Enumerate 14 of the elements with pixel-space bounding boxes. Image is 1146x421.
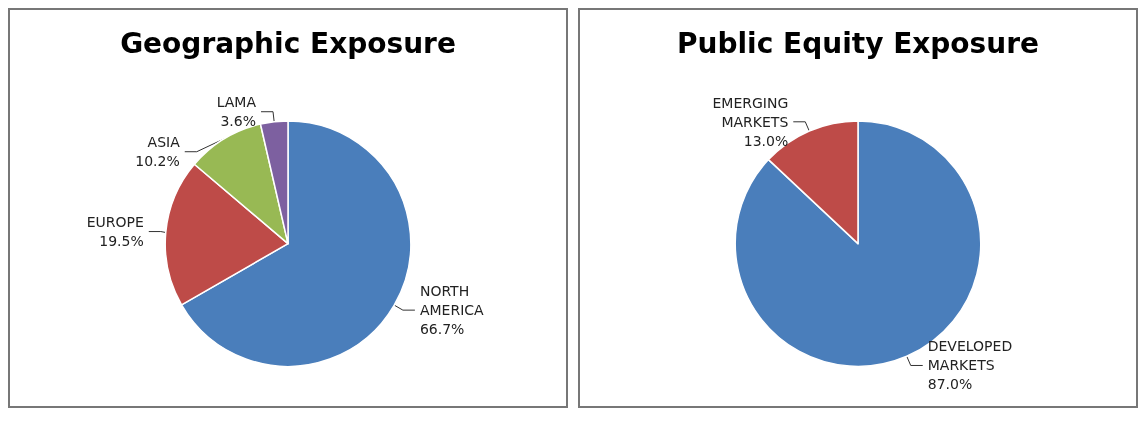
slice-label: DEVELOPED MARKETS bbox=[927, 338, 1013, 374]
slice-label: LAMA bbox=[216, 94, 257, 111]
slice-label: ASIA bbox=[147, 134, 181, 151]
data-label: 13.0% bbox=[743, 132, 789, 149]
slice-label: NORTH AMERICA bbox=[419, 283, 485, 319]
data-label: 19.5% bbox=[99, 233, 144, 250]
slice-label: EUROPE bbox=[86, 214, 144, 231]
chart-title: Geographic Exposure bbox=[120, 26, 456, 60]
data-label: 87.0% bbox=[927, 376, 973, 393]
data-label: 66.7% bbox=[419, 321, 465, 338]
slice-label: EMERGING MARKETS bbox=[712, 94, 789, 130]
chart-title: Public Equity Exposure bbox=[677, 26, 1039, 60]
data-label: 3.6% bbox=[220, 113, 257, 130]
data-label: 10.2% bbox=[135, 153, 180, 170]
